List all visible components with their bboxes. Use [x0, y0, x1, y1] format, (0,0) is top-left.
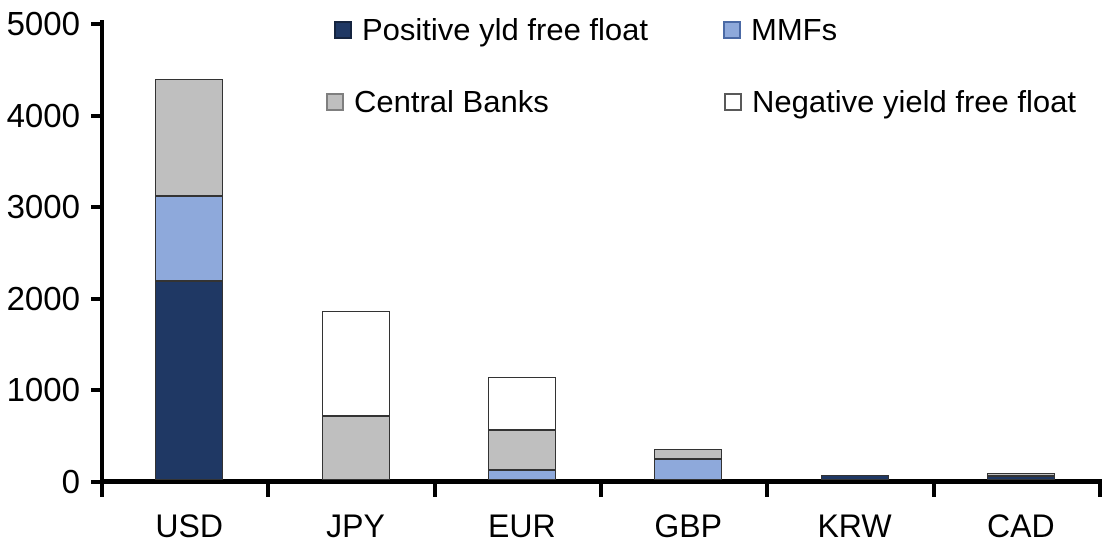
bar-segment-jpy-negative-yield-free-float	[321, 310, 390, 416]
y-tick-label-5000: 5000	[6, 5, 80, 42]
y-tick-label-3000: 3000	[6, 188, 80, 226]
legend-label: Positive yld free float	[362, 12, 649, 47]
bar-segment-usd-positive-yld-free-float	[155, 281, 224, 480]
legend-item-mmfs: MMFs	[723, 12, 837, 48]
y-tick-4000	[91, 113, 100, 118]
x-category-label-jpy: JPY	[326, 508, 385, 544]
bar-segment-eur-mmfs	[487, 469, 556, 480]
x-category-label-krw: KRW	[817, 508, 892, 544]
x-tick-3	[599, 479, 603, 497]
x-category-label-gbp: GBP	[654, 508, 722, 544]
legend-swatch-positive	[334, 21, 352, 39]
legend-swatch-mmfs	[723, 21, 741, 39]
legend-label: Central Banks	[354, 84, 549, 119]
legend-label: MMFs	[751, 12, 838, 47]
bar-segment-usd-mmfs	[155, 196, 224, 282]
x-category-label-cad: CAD	[987, 508, 1055, 544]
x-tick-0	[100, 479, 104, 497]
legend-swatch-negative	[724, 93, 742, 111]
x-tick-5	[931, 479, 936, 497]
bar-segment-eur-negative-yield-free-float	[487, 377, 556, 430]
bar-segment-cad-central-banks	[986, 472, 1055, 477]
y-tick-1000	[91, 388, 100, 393]
legend-item-positive-yld-free-float: Positive yld free float	[334, 12, 648, 48]
y-tick-5000	[91, 22, 100, 26]
y-tick-2000	[91, 296, 100, 301]
legend-item-central-banks: Central Banks	[326, 84, 549, 120]
y-tick-label-1000: 1000	[6, 371, 80, 409]
bar-segment-cad-positive-yld-free-float	[986, 476, 1055, 480]
x-tick-1	[266, 479, 271, 497]
legend-item-negative-yield-free-float: Negative yield free float	[724, 84, 1076, 120]
y-tick-0	[91, 480, 100, 484]
legend-label: Negative yield free float	[752, 84, 1076, 119]
y-tick-label-0: 0	[61, 463, 80, 500]
bar-segment-gbp-mmfs	[654, 459, 723, 480]
x-tick-4	[765, 479, 770, 497]
legend-swatch-central-banks	[326, 93, 344, 111]
x-category-label-eur: EUR	[488, 508, 556, 544]
x-category-label-usd: USD	[155, 508, 223, 544]
bar-segment-usd-central-banks	[155, 78, 224, 197]
bar-segment-gbp-central-banks	[654, 448, 723, 460]
y-axis-line	[100, 20, 104, 497]
x-tick-6	[1098, 479, 1102, 497]
y-tick-label-2000: 2000	[6, 279, 80, 317]
x-tick-2	[432, 479, 437, 497]
bar-segment-eur-central-banks	[487, 429, 556, 470]
y-tick-label-4000: 4000	[6, 96, 80, 134]
bar-segment-jpy-central-banks	[321, 415, 390, 480]
bar-segment-krw-positive-yld-free-float	[820, 475, 889, 480]
y-tick-3000	[91, 205, 100, 210]
